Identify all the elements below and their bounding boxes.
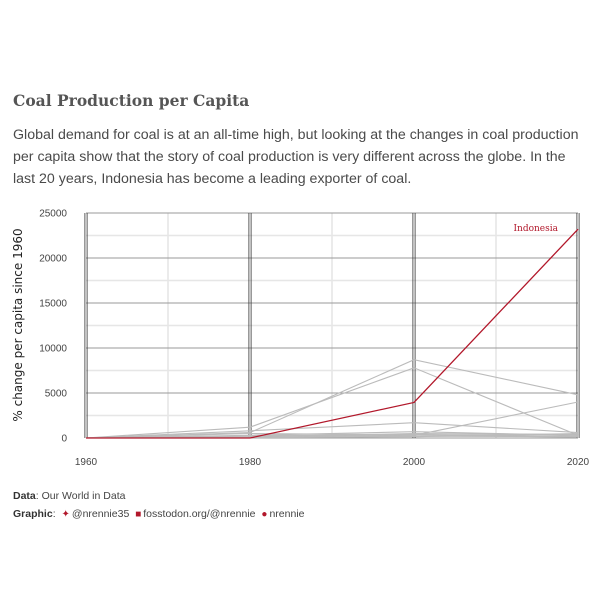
y-tick-label: 25000 xyxy=(39,209,67,220)
series-line xyxy=(85,422,579,439)
data-source-line: Data: Our World in Data xyxy=(13,490,126,502)
y-axis-label: % change per capita since 1960 xyxy=(11,228,25,421)
y-tick-label: 5000 xyxy=(45,389,68,400)
y-tick-label: 10000 xyxy=(39,344,67,355)
y-tick-label: 15000 xyxy=(39,299,67,310)
data-source: Our World in Data xyxy=(41,490,126,502)
y-tick-label: 0 xyxy=(61,434,67,445)
series-line-highlight xyxy=(86,228,579,439)
data-label: Data xyxy=(13,490,36,502)
tick-label-layer: 0 5000 10000 15000 20000 25000 1960 1980 2000 202… xyxy=(39,209,589,469)
x-tick-label: 2000 xyxy=(403,457,426,468)
twitter-handle[interactable]: @nrennie35 xyxy=(71,508,130,520)
series-line xyxy=(85,367,579,439)
github-handle[interactable]: nrennie xyxy=(269,508,305,520)
caption: Data: Our World in Data Graphic: ✦ @nrenn… xyxy=(13,487,305,524)
chart-title: Coal Production per Capita xyxy=(13,91,250,110)
grid-layer xyxy=(84,212,580,439)
x-tick-label: 2020 xyxy=(567,457,590,468)
highlight-series-label: Indonesia xyxy=(513,224,558,234)
graphic-credit-line: Graphic: ✦ @nrennie35 ■ fosstodon.org/@nre… xyxy=(13,508,305,520)
series-line xyxy=(85,432,579,439)
x-tick-label: 1980 xyxy=(239,457,262,468)
mastodon-handle[interactable]: fosstodon.org/@nrennie xyxy=(143,508,256,520)
y-tick-label: 20000 xyxy=(39,254,67,265)
mastodon-icon: ■ xyxy=(135,509,142,520)
twitter-icon: ✦ xyxy=(61,509,70,520)
highlight-series-layer xyxy=(86,228,579,439)
github-icon: ● xyxy=(261,509,268,520)
chart-subtitle: Global demand for coal is at an all-time… xyxy=(13,127,579,187)
graphic-label: Graphic xyxy=(13,508,53,520)
x-tick-label: 1960 xyxy=(75,457,98,468)
